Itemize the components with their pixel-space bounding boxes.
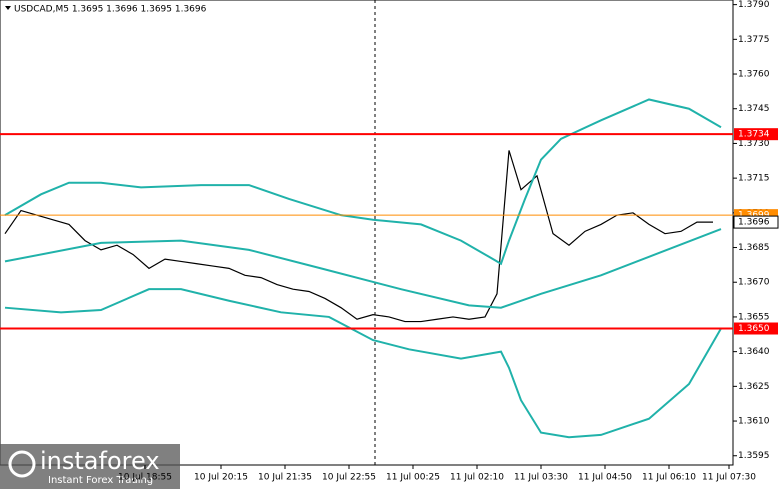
y-tick-label: 1.3745	[738, 104, 770, 114]
y-tick-label: 1.3775	[738, 35, 770, 45]
watermark-logo	[8, 450, 36, 478]
x-tick-label: 10 Jul 18:55	[118, 473, 172, 483]
x-tick-label: 10 Jul 21:35	[258, 473, 312, 483]
y-tick-label: 1.3730	[738, 139, 770, 149]
title-icon	[5, 6, 11, 10]
price-label-bg	[734, 322, 778, 335]
price-label-bg	[734, 128, 778, 141]
price-label: 1.3696	[738, 218, 770, 228]
watermark-brand: instaforex	[40, 447, 160, 475]
y-tick-label: 1.3715	[738, 174, 770, 184]
price-label: 1.3650	[738, 324, 770, 334]
watermark-slogan: Instant Forex Trading	[48, 475, 153, 486]
price-label-bg	[733, 215, 779, 229]
watermark: instaforex Instant Forex Trading	[0, 444, 180, 489]
y-tick-label: 1.3625	[738, 382, 770, 392]
plot-area	[4, 98, 722, 439]
x-tick-label: 11 Jul 03:30	[514, 473, 568, 483]
x-tick-label: 11 Jul 02:10	[450, 473, 504, 483]
watermark-bg	[0, 444, 180, 489]
chart-title: USDCAD,M5 1.3695 1.3696 1.3695 1.3696	[14, 5, 207, 15]
x-tick-label: 10 Jul 20:15	[194, 473, 248, 483]
price-label: 1.3734	[738, 130, 770, 140]
y-tick-label: 1.3655	[738, 312, 770, 322]
x-tick-label: 11 Jul 00:25	[386, 473, 440, 483]
plot-frame	[0, 0, 734, 466]
x-tick-label: 11 Jul 07:30	[702, 473, 756, 483]
x-tick-label: 10 Jul 22:55	[322, 473, 376, 483]
y-tick-label: 1.3760	[738, 70, 770, 80]
y-tick-label: 1.3640	[738, 347, 770, 357]
series-line	[4, 98, 722, 266]
y-tick-label: 1.3595	[738, 451, 770, 461]
y-tick-label: 1.3670	[738, 278, 770, 288]
y-tick-label: 1.3790	[738, 0, 770, 10]
y-tick-label: 1.3685	[738, 243, 770, 253]
series-line	[4, 228, 722, 309]
x-tick-label: 11 Jul 06:10	[642, 473, 696, 483]
series-line	[4, 150, 713, 323]
y-tick-label: 1.3610	[738, 417, 770, 427]
series-line	[4, 288, 722, 439]
x-tick-label: 11 Jul 04:50	[578, 473, 632, 483]
